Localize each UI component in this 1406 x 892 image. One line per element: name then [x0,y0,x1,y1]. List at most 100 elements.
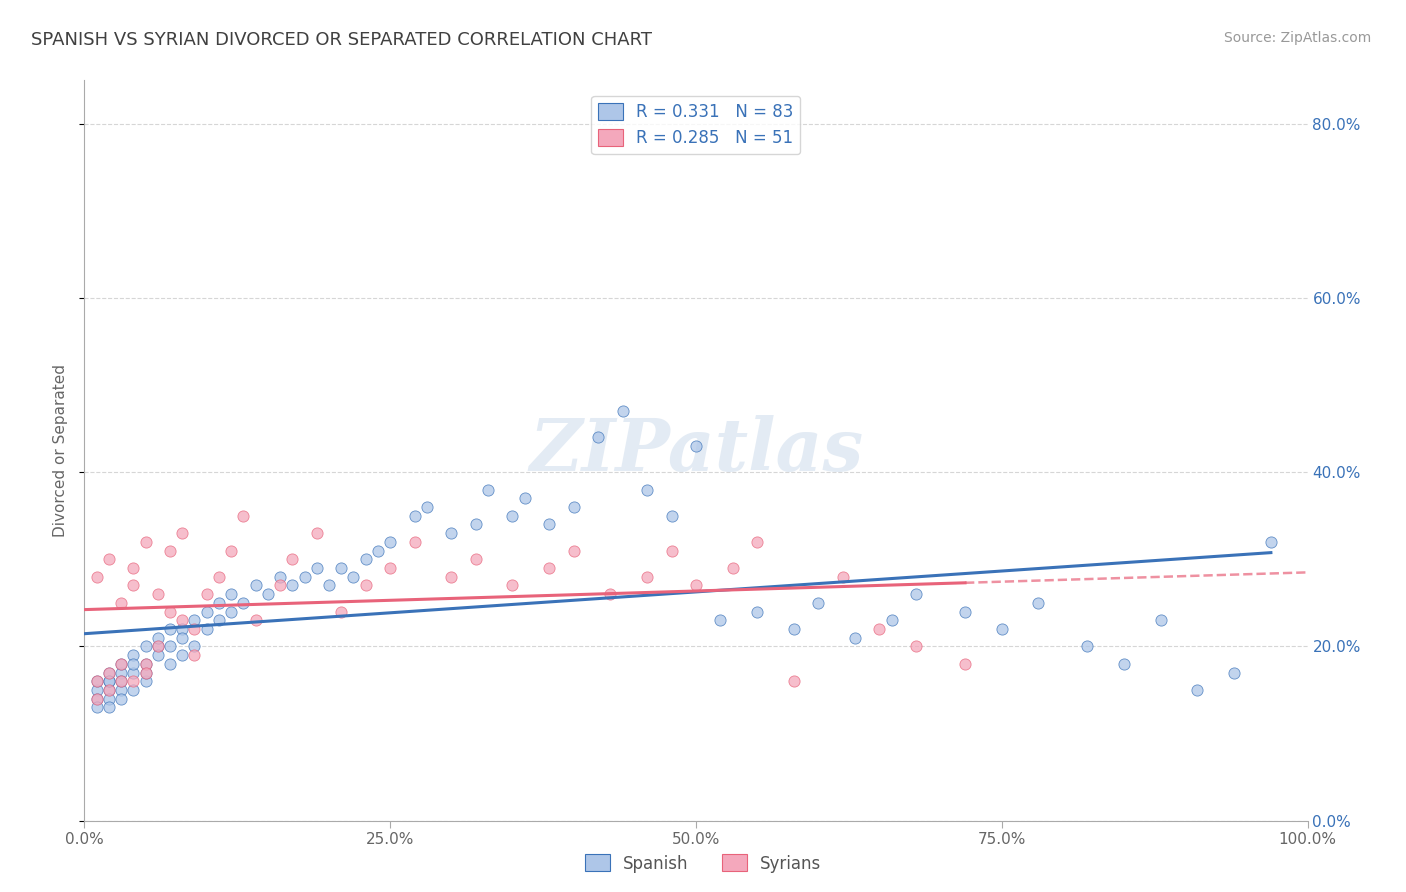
Point [86,691,108,706]
Point [685,439,707,453]
Point [783,622,806,636]
Point [172,631,194,645]
Point [159,622,181,636]
Point [86,570,108,584]
Point [562,500,585,514]
Point [1187,683,1209,698]
Point [86,674,108,689]
Point [612,404,634,418]
Point [122,657,145,671]
Point [721,561,744,575]
Point [245,578,267,592]
Legend: Spanish, Syrians: Spanish, Syrians [578,847,828,880]
Point [232,508,254,523]
Point [86,674,108,689]
Point [1114,657,1136,671]
Point [183,613,205,627]
Point [354,552,377,566]
Point [97,683,120,698]
Point [380,535,402,549]
Point [440,570,463,584]
Point [245,613,267,627]
Point [122,648,145,662]
Point [135,657,157,671]
Point [538,561,561,575]
Point [367,543,389,558]
Point [1223,665,1246,680]
Point [97,665,120,680]
Point [135,674,157,689]
Text: SPANISH VS SYRIAN DIVORCED OR SEPARATED CORRELATION CHART: SPANISH VS SYRIAN DIVORCED OR SEPARATED … [31,31,652,49]
Point [502,508,524,523]
Point [991,622,1014,636]
Point [159,640,181,654]
Point [709,613,731,627]
Point [172,622,194,636]
Point [1150,613,1173,627]
Point [146,648,169,662]
Point [183,640,205,654]
Point [661,543,683,558]
Point [110,657,132,671]
Point [342,570,364,584]
Point [562,543,585,558]
Point [159,605,181,619]
Point [135,665,157,680]
Point [477,483,499,497]
Point [869,622,891,636]
Point [86,691,108,706]
Point [1028,596,1050,610]
Point [172,613,194,627]
Point [404,508,426,523]
Point [464,517,486,532]
Point [599,587,621,601]
Point [122,683,145,698]
Point [97,691,120,706]
Point [232,596,254,610]
Point [135,665,157,680]
Point [538,517,561,532]
Point [219,605,242,619]
Point [831,570,853,584]
Point [208,596,231,610]
Point [97,674,120,689]
Point [257,587,280,601]
Point [636,483,658,497]
Point [294,570,316,584]
Point [97,665,120,680]
Point [416,500,439,514]
Point [110,665,132,680]
Point [97,683,120,698]
Point [208,613,231,627]
Point [905,640,928,654]
Point [330,561,353,575]
Point [122,578,145,592]
Point [195,622,218,636]
Point [195,605,218,619]
Point [586,430,609,444]
Point [464,552,486,566]
Point [661,508,683,523]
Point [219,543,242,558]
Point [269,578,291,592]
Point [953,605,976,619]
Point [183,648,205,662]
Point [380,561,402,575]
Text: ZIPatlas: ZIPatlas [529,415,863,486]
Point [110,674,132,689]
Point [844,631,866,645]
Point [783,674,806,689]
Point [502,578,524,592]
Point [172,526,194,541]
Point [97,674,120,689]
Point [195,587,218,601]
Point [208,570,231,584]
Point [305,526,328,541]
Point [159,657,181,671]
Point [1076,640,1098,654]
Point [636,570,658,584]
Point [513,491,536,506]
Point [146,640,169,654]
Point [1260,535,1282,549]
Point [110,596,132,610]
